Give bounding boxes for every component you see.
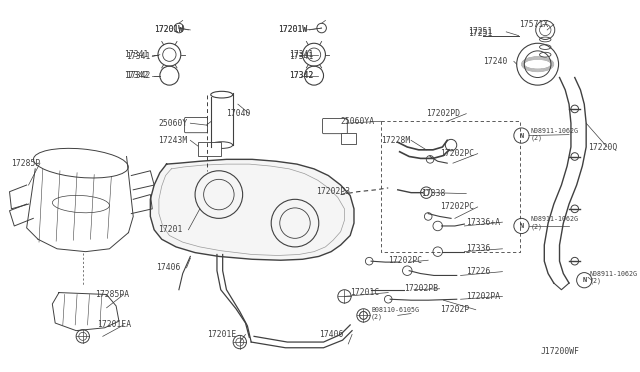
Text: 17338: 17338 [420, 189, 445, 198]
Text: 17243M: 17243M [158, 136, 188, 145]
Text: 17406: 17406 [156, 263, 180, 272]
Text: 17336+A: 17336+A [467, 218, 500, 227]
Text: 17201: 17201 [158, 225, 182, 234]
Text: 17251: 17251 [468, 29, 493, 38]
Text: 17202PB: 17202PB [404, 284, 438, 293]
Text: 25060YA: 25060YA [340, 117, 375, 126]
Text: 17571X: 17571X [520, 20, 549, 29]
Text: 17201W: 17201W [154, 25, 184, 35]
Text: N08911-1062G
(2): N08911-1062G (2) [590, 270, 638, 284]
Text: 17202PC: 17202PC [388, 256, 422, 265]
Text: 17202PD: 17202PD [426, 109, 460, 118]
Text: 17342: 17342 [125, 71, 150, 80]
Text: 17201EA: 17201EA [97, 320, 131, 330]
Text: 17341: 17341 [125, 52, 150, 61]
Text: 17336: 17336 [467, 244, 491, 253]
Text: 17285PA: 17285PA [95, 290, 129, 299]
Text: 17341: 17341 [289, 52, 314, 61]
Text: B08110-6105G
(2): B08110-6105G (2) [371, 307, 419, 320]
Text: 17342: 17342 [289, 71, 314, 80]
Bar [340, 133, 356, 144]
Text: 17342: 17342 [124, 71, 148, 80]
Text: 25060Y: 25060Y [158, 119, 188, 128]
Polygon shape [150, 159, 354, 260]
FancyBboxPatch shape [184, 118, 207, 133]
FancyBboxPatch shape [323, 118, 348, 134]
Text: 17406: 17406 [319, 330, 343, 339]
Text: 17202P3: 17202P3 [316, 187, 350, 196]
Text: 17202PC: 17202PC [440, 202, 474, 211]
Text: 17341: 17341 [289, 50, 314, 59]
Text: 17202P: 17202P [440, 305, 469, 314]
Text: 17201W: 17201W [278, 25, 307, 35]
Text: 17251: 17251 [468, 28, 493, 36]
Text: 17220Q: 17220Q [588, 142, 618, 151]
Text: 17040: 17040 [227, 109, 251, 118]
Text: 17202PA: 17202PA [467, 292, 500, 301]
Text: 17285P: 17285P [12, 159, 41, 168]
Bar [198, 142, 221, 155]
Text: 17342: 17342 [289, 71, 314, 80]
Text: 17202PC: 17202PC [440, 149, 474, 158]
Text: J17200WF: J17200WF [541, 347, 579, 356]
Text: 17240: 17240 [483, 57, 508, 66]
Text: 17228M: 17228M [381, 136, 410, 145]
Text: N: N [582, 277, 586, 283]
Text: 17201W: 17201W [154, 25, 184, 35]
Text: 17226: 17226 [467, 267, 491, 276]
Text: N08911-1062G
(2): N08911-1062G (2) [531, 217, 579, 230]
Text: 17341: 17341 [124, 50, 148, 59]
Text: 17201E: 17201E [207, 330, 237, 339]
Text: N: N [519, 132, 524, 138]
Text: 17201C: 17201C [350, 288, 380, 297]
Text: 17201W: 17201W [278, 25, 307, 35]
Text: N08911-1062G
(2): N08911-1062G (2) [531, 128, 579, 141]
Text: N: N [519, 223, 524, 229]
